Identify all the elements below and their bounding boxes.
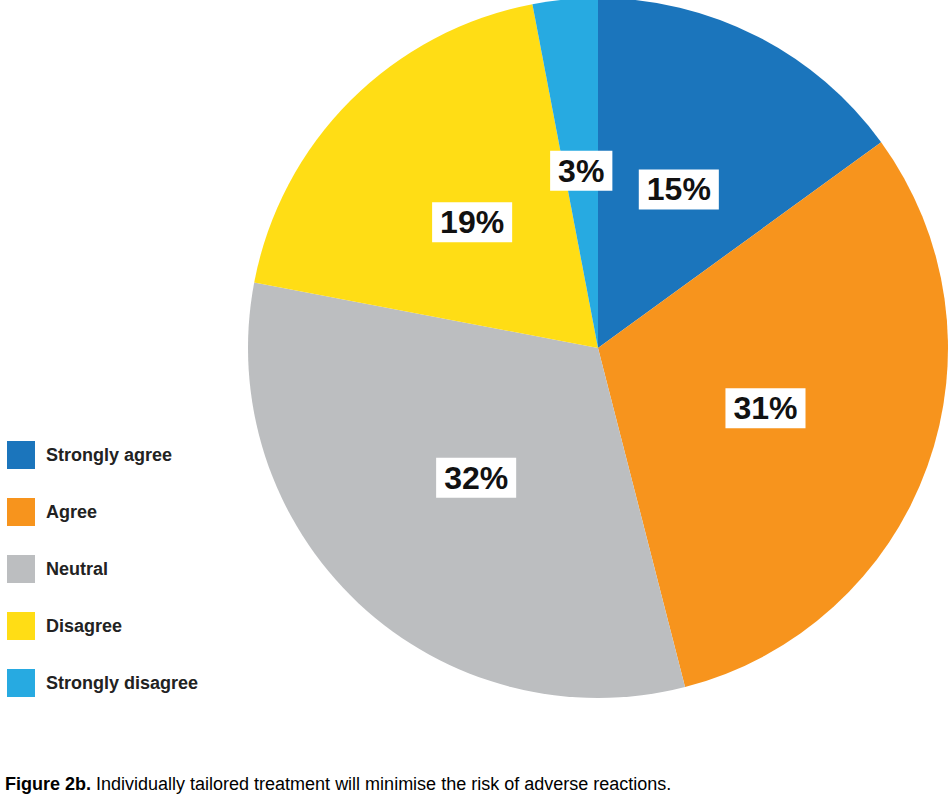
svg-text:Figure 2b.: Figure 2b. (5, 774, 91, 794)
svg-text:Strongly agree: Strongly agree (46, 445, 172, 465)
svg-text:32%: 32% (444, 460, 508, 496)
svg-text:31%: 31% (733, 390, 797, 426)
svg-text:Neutral: Neutral (46, 559, 108, 579)
svg-text:Individually tailored treatmen: Individually tailored treatment will min… (91, 774, 671, 794)
svg-text:Agree: Agree (46, 502, 97, 522)
svg-text:3%: 3% (558, 153, 604, 189)
svg-text:15%: 15% (647, 171, 711, 207)
svg-text:19%: 19% (440, 204, 504, 240)
svg-text:Strongly disagree: Strongly disagree (46, 673, 198, 693)
svg-text:Disagree: Disagree (46, 616, 122, 636)
